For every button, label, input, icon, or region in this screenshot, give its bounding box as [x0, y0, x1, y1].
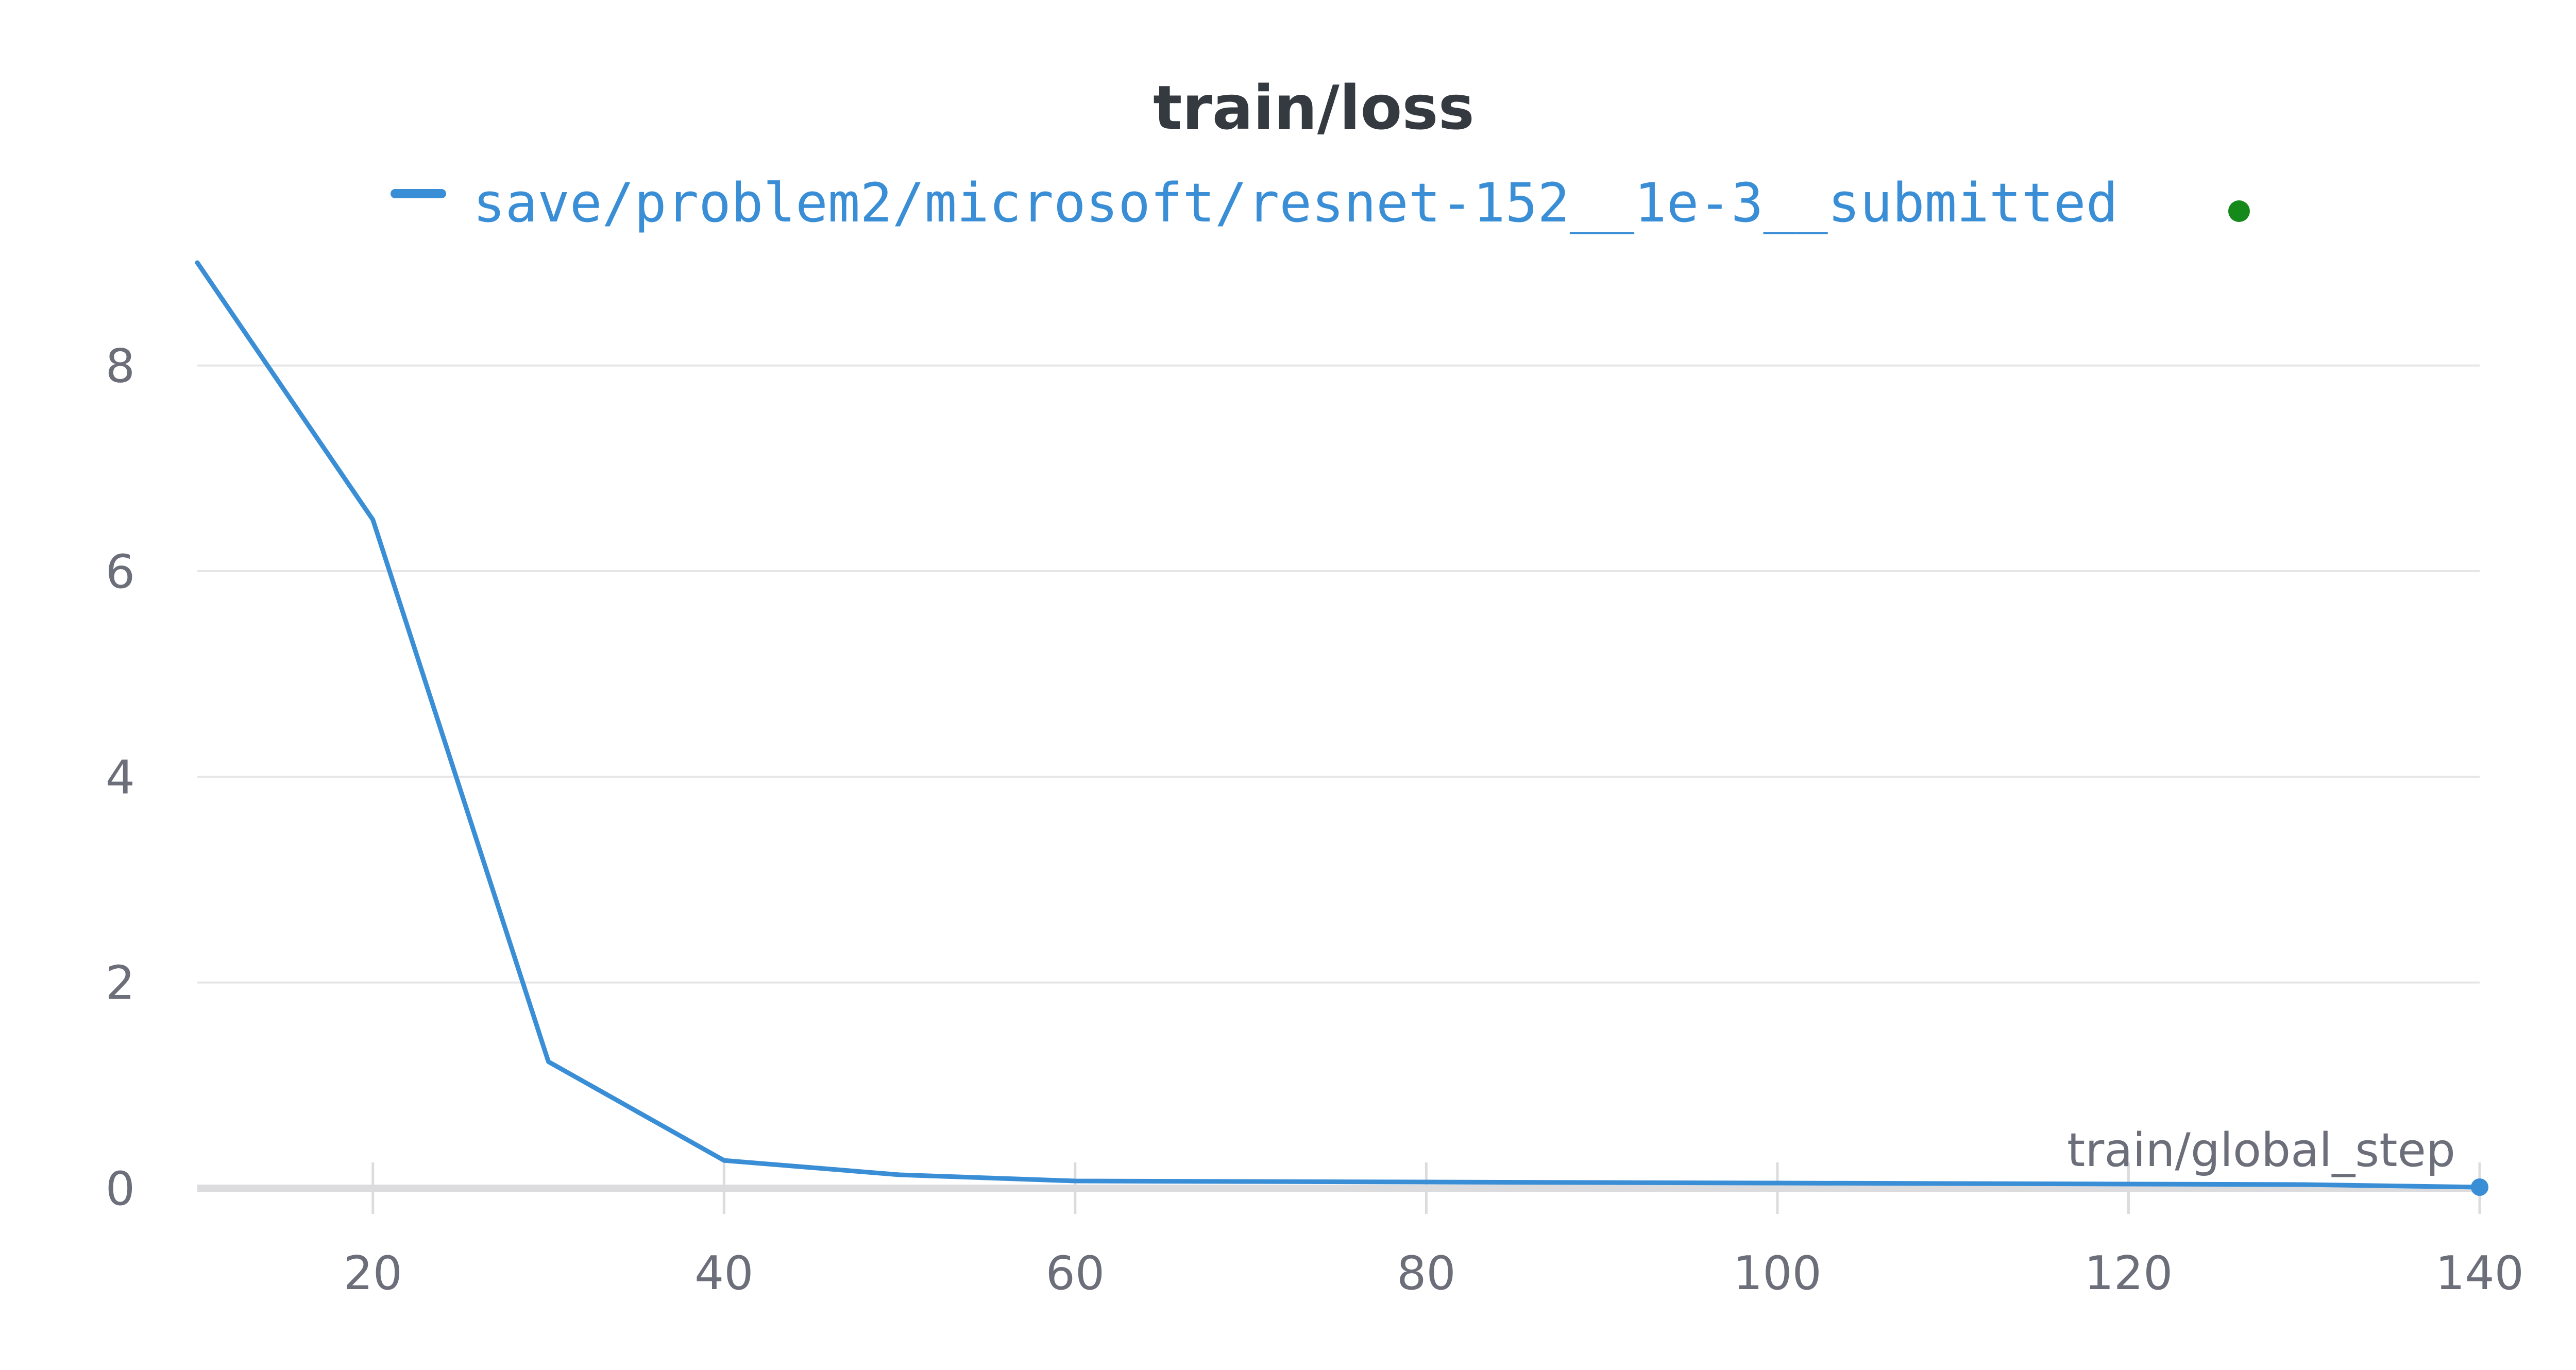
x-tick-layer: 20 40 60 80 100 120 140 — [344, 1162, 2524, 1300]
x-tick-label: 140 — [2435, 1246, 2524, 1300]
series-end-point[interactable] — [2471, 1178, 2488, 1196]
y-tick-label: 0 — [106, 1162, 135, 1216]
series-layer — [195, 260, 2488, 1196]
grid-layer — [197, 364, 2480, 1192]
x-tick-label: 20 — [344, 1246, 403, 1300]
y-tick-label: 4 — [106, 750, 135, 804]
legend-series-label[interactable]: save/problem2/microsoft/resnet-152__1e-3… — [473, 172, 2118, 234]
run-status-dot — [2228, 200, 2250, 222]
y-tick-label: 2 — [106, 956, 135, 1011]
x-tick-label: 80 — [1397, 1246, 1456, 1300]
y-tick-label: 6 — [106, 545, 135, 599]
x-axis-label: train/global_step — [2067, 1123, 2455, 1177]
x-tick-label: 100 — [1733, 1246, 1822, 1300]
x-tick-label: 60 — [1046, 1246, 1105, 1300]
legend-swatch — [391, 189, 446, 198]
x-tick-label: 40 — [694, 1246, 754, 1300]
legend[interactable]: save/problem2/microsoft/resnet-152__1e-3… — [391, 172, 2250, 234]
y-tick-label: 8 — [106, 339, 135, 393]
series-line[interactable] — [195, 260, 2482, 1190]
chart-title: train/loss — [1153, 72, 1475, 143]
x-tick-label: 120 — [2084, 1246, 2173, 1300]
y-tick-layer: 0 2 4 6 8 — [106, 339, 135, 1216]
